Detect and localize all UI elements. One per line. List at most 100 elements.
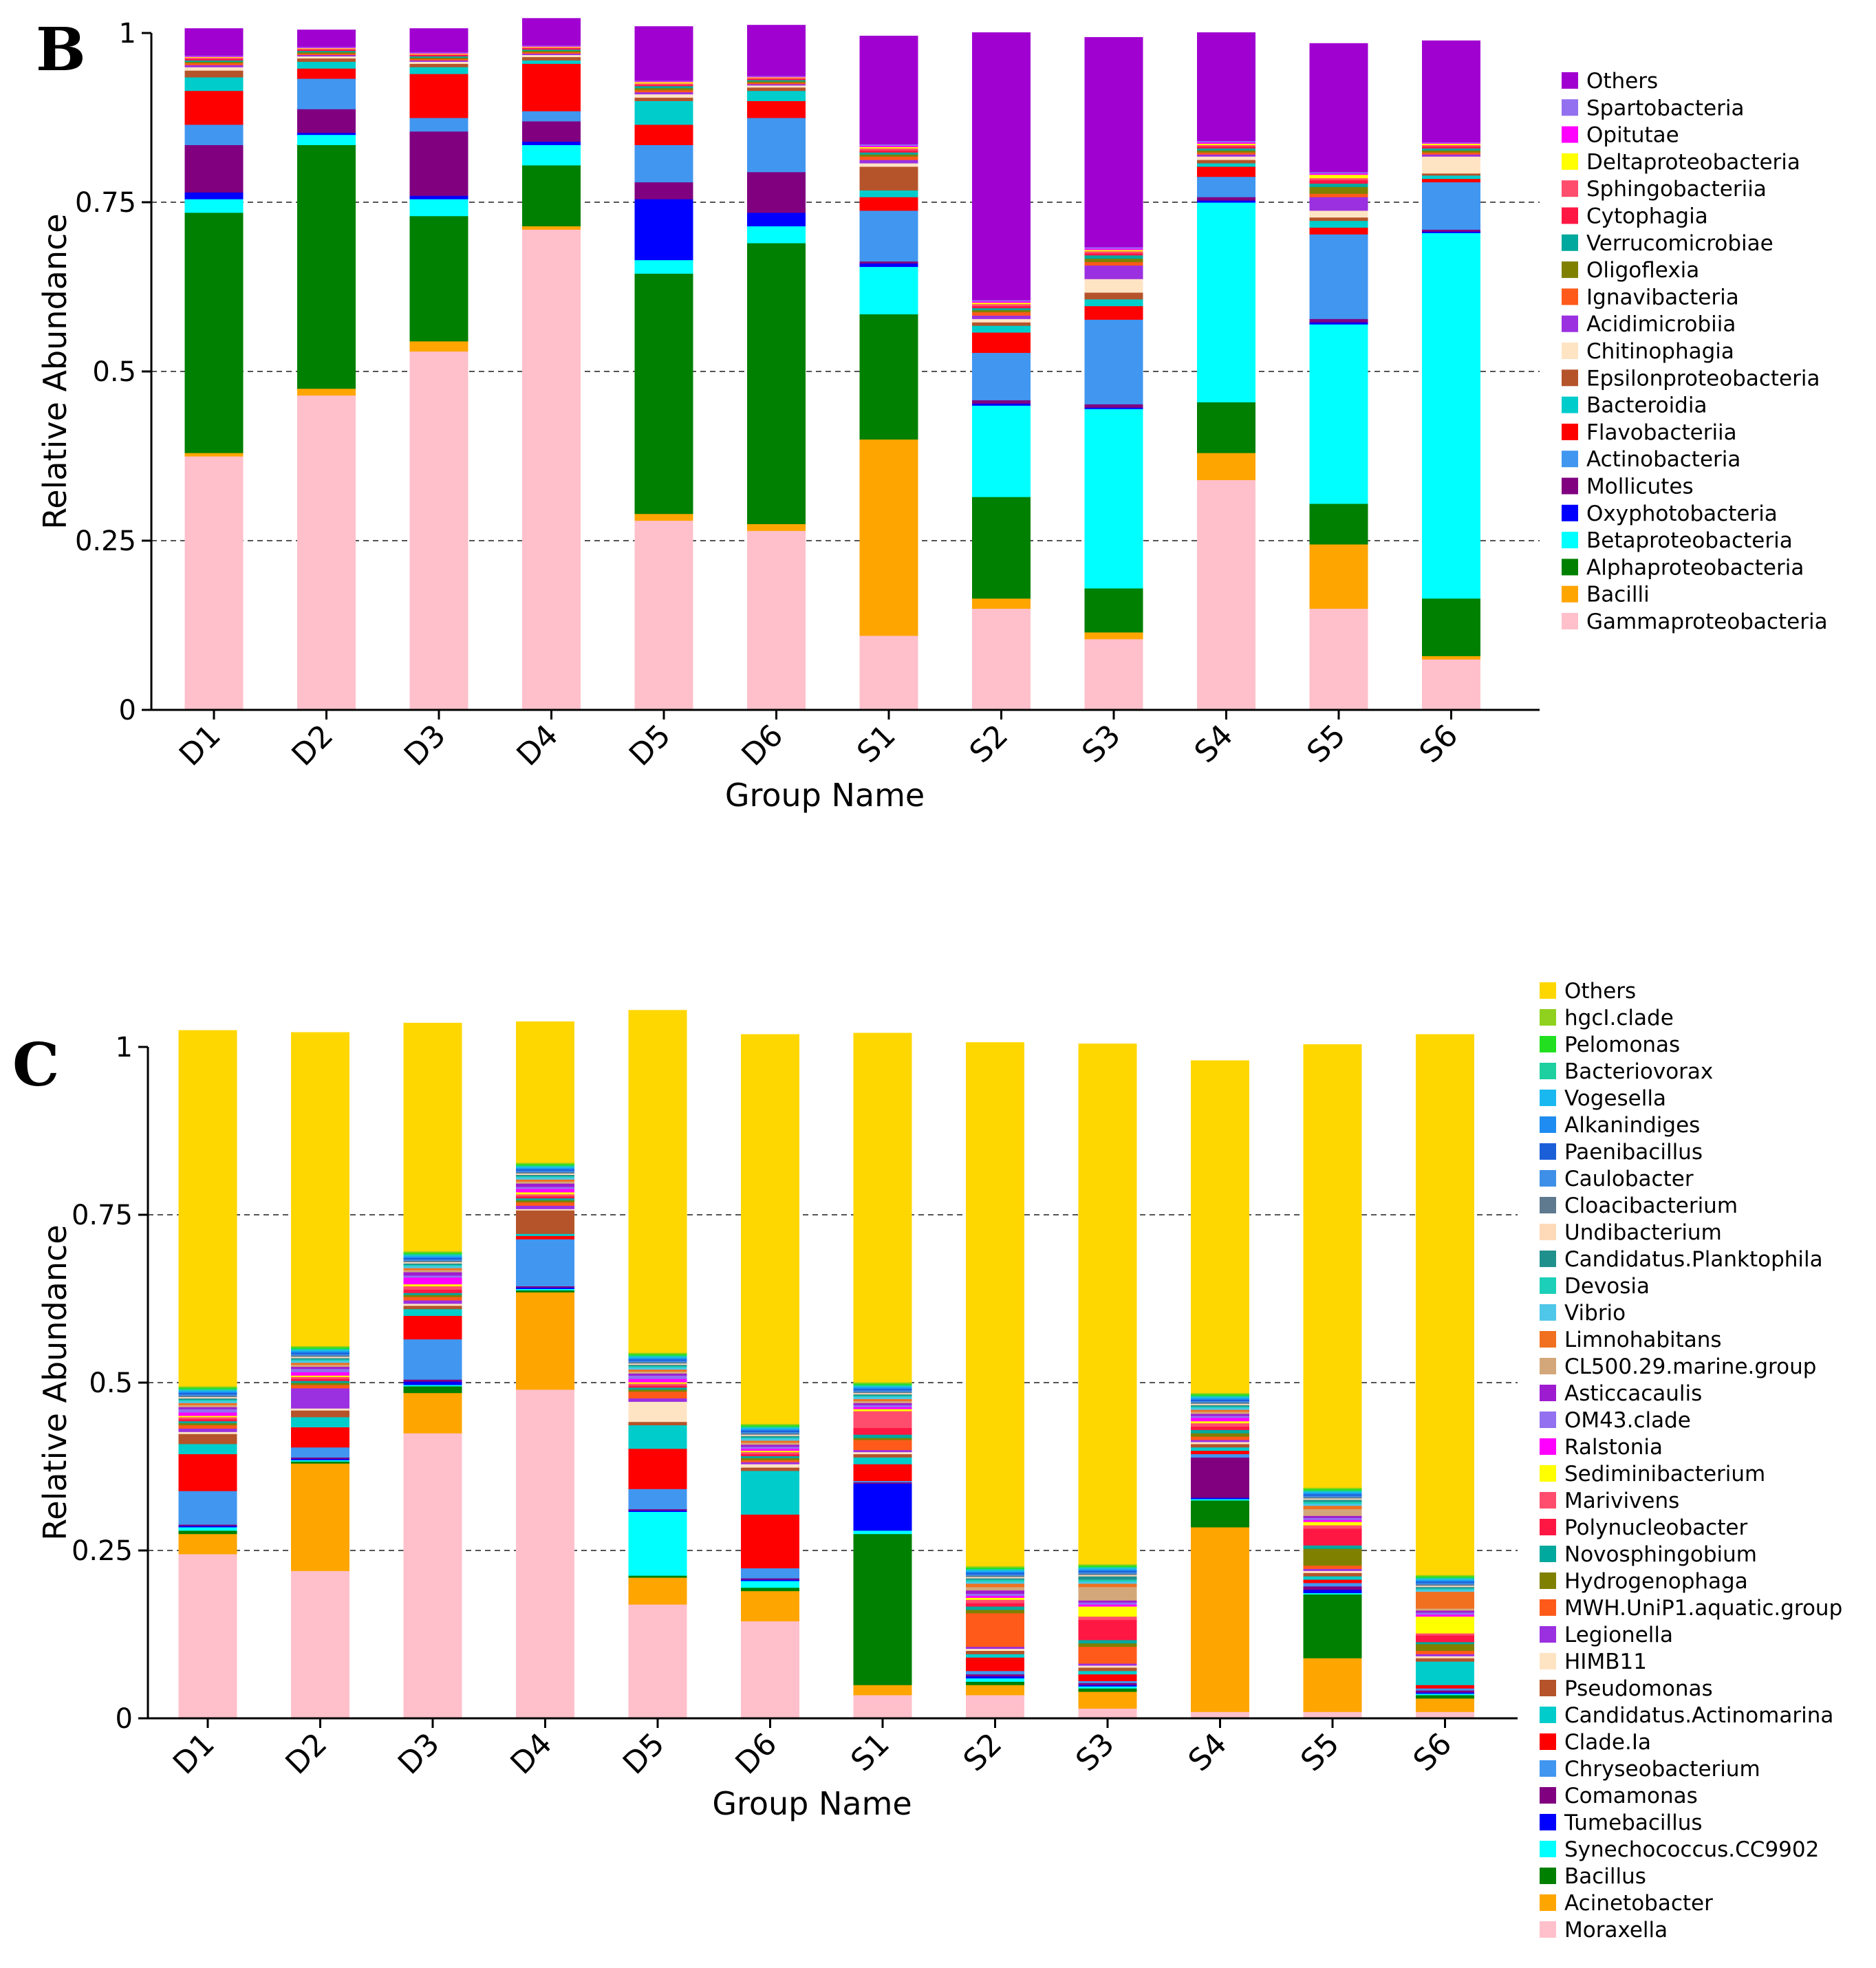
chart-b-bar-segment <box>1309 186 1368 194</box>
chart-b-bar-segment <box>634 89 693 93</box>
chart-c-bar-segment <box>741 1470 799 1515</box>
chart-c-bar-segment <box>291 1383 349 1385</box>
chart-b-legend-label: Oxyphotobacteria <box>1586 501 1778 526</box>
chart-c-bar-segment <box>291 1408 349 1411</box>
chart-c-bar-segment <box>1303 1565 1362 1569</box>
chart-b-bar-segment <box>1309 183 1368 187</box>
chart-c-bar-segment <box>1078 1604 1137 1607</box>
chart-c-bar-segment <box>1191 1396 1249 1399</box>
chart-c-bar-segment <box>1416 1654 1474 1656</box>
chart-b-bar-segment <box>297 47 356 50</box>
chart-c-bar-segment <box>853 1388 912 1391</box>
chart-c-bar-segment <box>628 1360 687 1363</box>
chart-b-bar-segment <box>1084 319 1143 404</box>
chart-c-bar-segment <box>853 1482 912 1484</box>
chart-c-bar-segment <box>1303 1576 1362 1580</box>
chart-c-bar-segment <box>741 1579 799 1581</box>
chart-b-bar-segment <box>1197 32 1255 142</box>
chart-c-bar-segment <box>741 1590 799 1622</box>
chart-b-bar-segment <box>1309 220 1368 228</box>
chart-c-legend-swatch <box>1540 1492 1556 1509</box>
chart-c-bar-segment <box>1078 1565 1137 1568</box>
chart-c-bar-segment <box>516 1188 574 1193</box>
chart-c-legend-label: Synechococcus.CC9902 <box>1564 1837 1819 1862</box>
chart-b-bar-segment <box>297 52 356 54</box>
chart-c-bar-segment <box>1191 1394 1249 1396</box>
chart-b-legend-swatch <box>1562 99 1578 116</box>
chart-c-bar-segment <box>516 1171 574 1174</box>
chart-b-legend-label: Gammaproteobacteria <box>1586 609 1828 634</box>
chart-c-bar-segment <box>966 1678 1024 1682</box>
chart-c-bar-segment <box>1303 1711 1362 1719</box>
chart-c-bar-segment <box>741 1446 799 1449</box>
chart-b-bar-segment <box>297 56 356 59</box>
chart-c-bar-segment <box>516 1177 574 1180</box>
chart-b-bar-segment <box>409 131 468 196</box>
chart-c-legend-swatch <box>1540 1894 1556 1911</box>
chart-b-legend-swatch <box>1562 126 1578 143</box>
chart-b-bar-segment <box>1084 279 1143 293</box>
chart-c-bar-segment <box>1416 1586 1474 1589</box>
chart-b-bar-segment <box>1084 638 1143 711</box>
chart-c-bar-segment <box>178 1390 237 1392</box>
chart-c-legend-swatch <box>1540 1358 1556 1374</box>
chart-c-bar-segment <box>1303 1515 1362 1518</box>
chart-c-bar-segment <box>178 1407 237 1409</box>
chart-c-bar-segment <box>628 1378 687 1383</box>
chart-b-bar-segment <box>1084 265 1143 279</box>
chart-c-bar-segment <box>1416 1608 1474 1611</box>
chart-b-bar-segment <box>1309 324 1368 504</box>
chart-b-legend-swatch <box>1562 288 1578 305</box>
chart-c-bar-segment <box>1416 1698 1474 1712</box>
chart-b-legend-label: Acidimicrobiia <box>1586 312 1736 337</box>
chart-c-legend-swatch <box>1540 1572 1556 1589</box>
chart-c-bar-segment <box>403 1262 462 1264</box>
chart-c-legend-label: MWH.UniP1.aquatic.group <box>1564 1596 1842 1621</box>
chart-b-x-tick-label: S6 <box>1413 718 1465 770</box>
chart-c-legend-swatch <box>1540 1868 1556 1884</box>
chart-b-y-tick-label: 0 <box>119 695 136 726</box>
chart-c-bar-segment <box>628 1511 687 1576</box>
panel-b-letter: B <box>36 15 86 85</box>
chart-c-bar-segment <box>628 1389 687 1392</box>
chart-b-legend-swatch <box>1562 261 1578 279</box>
chart-c-x-tick-label: S2 <box>957 1727 1009 1779</box>
chart-c-bar-segment <box>1191 1407 1249 1410</box>
chart-c-bar-segment <box>966 1568 1024 1570</box>
chart-c-bar-segment <box>853 1410 912 1428</box>
chart-c-bar-segment <box>1416 1656 1474 1658</box>
chart-b-bar-segment <box>184 90 244 125</box>
chart-c-x-tick-label: S3 <box>1069 1727 1121 1779</box>
chart-c-bar-segment <box>1416 1694 1474 1699</box>
chart-b-bar-segment <box>297 30 356 47</box>
chart-c-bar-segment <box>1416 1643 1474 1652</box>
chart-b-bar-segment <box>1422 233 1480 599</box>
chart-c-bar-segment <box>1191 1399 1249 1401</box>
chart-b-y-axis-label: Relative Abundance <box>36 213 74 529</box>
chart-c-legend-label: Marivivens <box>1564 1489 1679 1513</box>
chart-c-x-axis-label: Group Name <box>712 1785 912 1822</box>
chart-c-bar-segment <box>1078 1688 1137 1692</box>
chart-c-bar-segment <box>1303 1499 1362 1502</box>
chart-c-legend-swatch <box>1540 1009 1556 1026</box>
chart-c-bar-segment <box>628 1359 687 1361</box>
chart-c-bar-segment <box>516 1173 574 1176</box>
chart-c-bar-segment <box>291 1345 349 1348</box>
chart-b-bar-segment <box>1309 543 1368 609</box>
panel-c: C 0 0.25 0.5 0.75 1 D1 D2 D3 D4 D5 D6 S1 S2 S3 S4 S5 S6 G… <box>0 949 1876 1968</box>
chart-c-bar-segment <box>403 1256 462 1259</box>
chart-c-bar-segment <box>1416 1690 1474 1693</box>
chart-b-bar-segment <box>859 439 918 636</box>
chart-c-bar-segment <box>966 1595 1024 1598</box>
chart-b-bar-segment <box>184 63 244 65</box>
panel-c-letter: C <box>12 1030 60 1100</box>
chart-c-bar-segment <box>741 1460 799 1462</box>
chart-b-bar-segment <box>1084 249 1143 252</box>
chart-c-bar-segment <box>966 1574 1024 1576</box>
chart-c-bar-segment <box>291 1447 349 1458</box>
chart-c-bar-segment <box>741 1568 799 1579</box>
chart-c-bar-segment <box>853 1409 912 1412</box>
chart-b-bar-segment <box>1422 40 1480 143</box>
chart-c-legend-label: Moraxella <box>1564 1918 1668 1943</box>
chart-c-bar-segment <box>1191 1423 1249 1427</box>
